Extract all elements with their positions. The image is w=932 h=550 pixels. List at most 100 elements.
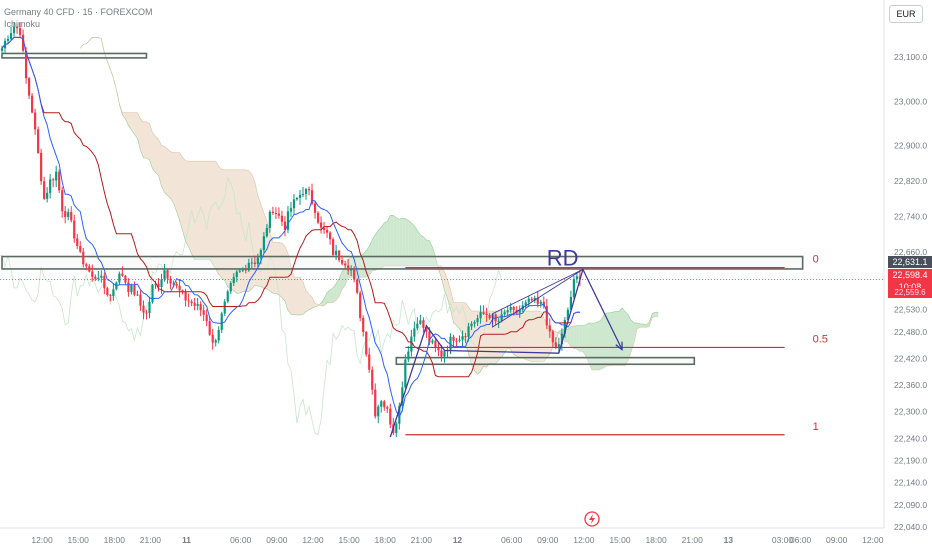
- cloud-segment: [408, 220, 412, 266]
- candle-body: [214, 340, 217, 343]
- candle-body: [21, 34, 25, 51]
- candle-body: [356, 279, 359, 293]
- candle-body: [383, 401, 386, 408]
- last-price-label: 22,598.4: [892, 270, 928, 280]
- candle-body: [545, 305, 548, 326]
- fib-label: 1: [813, 421, 819, 433]
- countdown-label: 10:08: [898, 282, 922, 292]
- cloud-segment: [372, 234, 376, 271]
- candle-body: [24, 50, 28, 79]
- candle-body: [184, 291, 187, 301]
- candle-body: [64, 211, 67, 217]
- cloud-segment: [546, 322, 550, 358]
- candle-body: [437, 347, 440, 351]
- candle-body: [506, 310, 509, 313]
- candle-body: [244, 269, 247, 271]
- kijun-line: [1, 36, 580, 378]
- cloud-segment: [339, 271, 343, 297]
- candle-body: [452, 336, 455, 341]
- cloud-segment: [369, 239, 373, 276]
- symbol-title[interactable]: Germany 40 CFD · 15 · FOREXCOM: [4, 7, 153, 17]
- candle-body: [419, 320, 422, 324]
- candle-body: [217, 329, 220, 341]
- x-tick-label: 09:00: [266, 535, 288, 545]
- candle-body: [404, 359, 407, 388]
- cloud-segment: [164, 146, 168, 196]
- candle-body: [169, 278, 172, 284]
- candle-body: [377, 406, 380, 417]
- candle-body: [253, 262, 256, 264]
- candle-body: [335, 250, 338, 255]
- cloud-segment: [327, 289, 331, 303]
- cloud-segment: [257, 195, 261, 287]
- candle-body: [202, 310, 205, 315]
- cloud-segment: [242, 169, 246, 292]
- candle-body: [313, 203, 317, 213]
- cloud-segment: [233, 169, 237, 294]
- candle-body: [106, 288, 109, 295]
- candle-body: [199, 303, 202, 311]
- candle-body: [353, 269, 356, 280]
- candle-body: [40, 152, 43, 182]
- candle-body: [178, 285, 181, 291]
- candle-body: [196, 303, 199, 306]
- candle-body: [503, 312, 506, 315]
- cloud-segment: [185, 160, 189, 247]
- zone-rect-1: [1, 255, 804, 270]
- candle-body: [286, 211, 290, 230]
- candle-body: [166, 270, 169, 279]
- cloud-segment: [519, 311, 523, 358]
- cloud-segment: [576, 325, 580, 352]
- indicator-label[interactable]: Ichimoku: [4, 19, 41, 29]
- x-tick-label: 03:00: [772, 535, 794, 545]
- cloud-segment: [393, 215, 397, 266]
- candle-body: [310, 190, 314, 204]
- candle-body: [533, 297, 536, 301]
- cloud-segment: [486, 311, 490, 368]
- x-tick-label: 12:00: [31, 535, 53, 545]
- candle-body: [551, 331, 554, 343]
- cloud-segment: [312, 297, 315, 309]
- candle-body: [46, 192, 49, 199]
- candle-body: [226, 291, 229, 302]
- cloud-segment: [218, 166, 222, 278]
- candle-body: [220, 313, 223, 330]
- candle-body: [485, 313, 488, 316]
- cloud-segment: [390, 215, 394, 266]
- candle-body: [554, 342, 557, 349]
- candle-body: [223, 301, 226, 314]
- candle-body: [277, 213, 281, 216]
- currency-button[interactable]: EUR: [889, 5, 923, 23]
- cloud-segment: [146, 121, 150, 160]
- cloud-segment: [291, 266, 294, 315]
- x-tick-label: 06:00: [501, 535, 523, 545]
- cloud-segment: [306, 290, 309, 312]
- cloud-segment: [194, 161, 198, 260]
- candle-body: [31, 95, 34, 113]
- y-tick-label: 22,660.0: [894, 247, 927, 257]
- cloud-segment: [330, 287, 334, 303]
- candle-body: [250, 262, 253, 264]
- leading-span-a: [80, 37, 659, 375]
- candle-body: [566, 309, 569, 321]
- cloud-segment: [128, 112, 132, 130]
- y-tick-label: 22,420.0: [894, 354, 927, 364]
- cloud-segment: [456, 302, 460, 329]
- cloud-segment: [375, 230, 379, 271]
- lightning-icon[interactable]: [584, 511, 600, 527]
- candle-body: [374, 389, 377, 417]
- zone-rect-0: [1, 52, 148, 59]
- candle-body: [241, 269, 244, 271]
- x-tick-label: 21:00: [411, 535, 433, 545]
- candle-body: [9, 33, 13, 39]
- candle-body: [307, 189, 311, 191]
- candle-body: [527, 298, 530, 303]
- x-tick-label: 06:00: [790, 535, 812, 545]
- cloud-segment: [582, 324, 586, 357]
- cloud-segment: [152, 132, 156, 173]
- candle-body: [247, 262, 250, 271]
- candle-body: [359, 292, 362, 318]
- candle-body: [0, 48, 4, 51]
- candle-body: [458, 339, 461, 341]
